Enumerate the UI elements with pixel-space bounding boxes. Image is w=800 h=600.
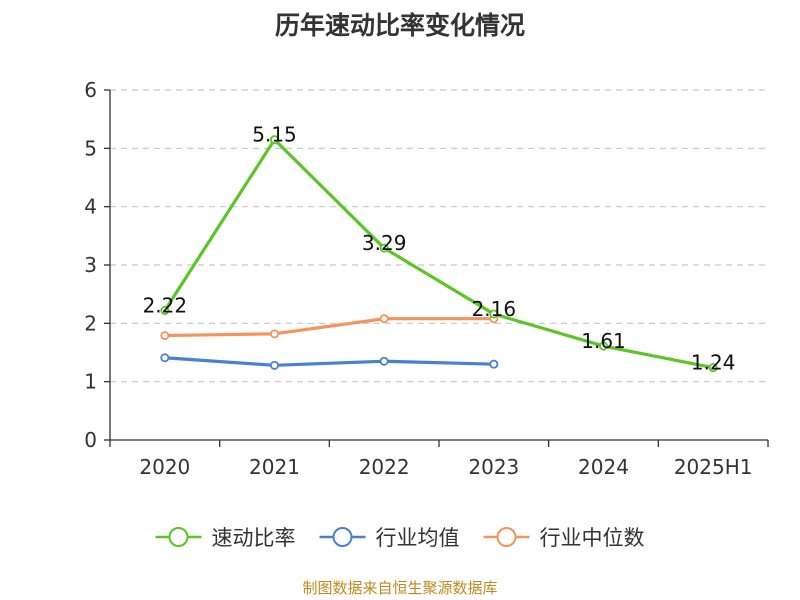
legend-swatch-marker [168, 527, 189, 547]
legend: 速动比率 行业均值 行业中位数 [155, 526, 645, 550]
data-point [708, 363, 718, 373]
y-tick-label: 4 [84, 195, 97, 219]
data-point [379, 243, 389, 253]
data-label: 3.29 [362, 231, 407, 255]
series-line [163, 137, 715, 370]
plot-series [160, 135, 718, 373]
y-tick-label: 6 [84, 78, 97, 102]
axes: 0 1 2 3 4 5 6 2020 2021 2022 2023 2024 2025H1 [84, 78, 769, 479]
data-label: 5.15 [252, 123, 297, 147]
legend-swatch-marker [496, 527, 517, 547]
data-point [269, 360, 279, 370]
legend-item[interactable]: 行业中位数 [483, 526, 645, 550]
data-label: 2.16 [472, 297, 517, 321]
legend-item[interactable]: 速动比率 [155, 526, 296, 550]
y-tick-label: 0 [84, 428, 97, 452]
y-tick-label: 1 [84, 370, 97, 394]
data-point [269, 329, 279, 339]
data-label: 1.24 [691, 351, 736, 375]
data-point [269, 135, 279, 145]
x-tick-label: 2023 [468, 455, 519, 479]
data-labels: 2.22 5.15 3.29 2.16 1.61 1.24 [143, 123, 736, 375]
data-point [379, 356, 389, 366]
data-point [489, 359, 499, 369]
x-tick-label: 2022 [359, 455, 410, 479]
x-tick-label: 2020 [139, 455, 190, 479]
data-point [489, 309, 499, 319]
grid [110, 89, 768, 383]
source-note: 制图数据来自恒生聚源数据库 [302, 579, 497, 597]
series-line [163, 317, 496, 338]
chart-title: 历年速动比率变化情况 [275, 11, 525, 40]
legend-label: 速动比率 [212, 526, 296, 550]
data-point [160, 305, 170, 315]
data-point [160, 353, 170, 363]
series-line [163, 356, 496, 367]
x-tick-label: 2024 [578, 455, 629, 479]
data-label: 1.61 [581, 329, 626, 353]
x-tick-label: 2025H1 [674, 455, 753, 479]
legend-swatch-marker [332, 527, 353, 547]
data-label: 2.22 [143, 294, 188, 318]
legend-label: 行业中位数 [540, 526, 645, 550]
data-point [160, 331, 170, 341]
y-tick-label: 2 [84, 311, 97, 335]
y-tick-label: 5 [84, 136, 97, 160]
y-tick-label: 3 [84, 253, 97, 277]
x-tick-label: 2021 [249, 455, 300, 479]
legend-item[interactable]: 行业均值 [319, 526, 460, 550]
data-point [599, 341, 609, 351]
data-point [379, 314, 389, 324]
legend-label: 行业均值 [376, 526, 460, 550]
